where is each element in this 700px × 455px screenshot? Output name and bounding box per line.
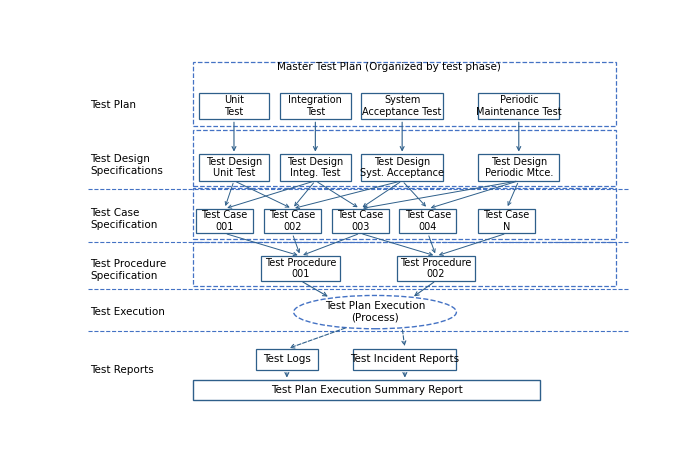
Text: Test Case
003: Test Case 003 [337,210,383,232]
FancyBboxPatch shape [400,209,456,233]
Text: Test Case
001: Test Case 001 [202,210,248,232]
Text: Test Plan Execution Summary Report: Test Plan Execution Summary Report [271,385,463,395]
Text: Integration
Test: Integration Test [288,96,342,117]
FancyBboxPatch shape [361,93,443,119]
Text: Unit
Test: Unit Test [224,96,244,117]
Text: Test Incident Reports: Test Incident Reports [350,354,459,364]
FancyBboxPatch shape [332,209,389,233]
Text: Test Execution: Test Execution [90,307,165,317]
Text: System
Acceptance Test: System Acceptance Test [363,96,442,117]
Bar [193,130,617,186]
FancyBboxPatch shape [280,154,351,181]
FancyBboxPatch shape [199,154,270,181]
Text: Test Case
N: Test Case N [484,210,530,232]
Text: Test Procedure
Specification: Test Procedure Specification [90,259,167,281]
Text: Test Case
Specification: Test Case Specification [90,208,158,230]
Text: Test Case
004: Test Case 004 [405,210,451,232]
FancyBboxPatch shape [354,349,456,370]
FancyBboxPatch shape [361,154,443,181]
Text: Master Test Plan (Organized by test phase): Master Test Plan (Organized by test phas… [276,62,500,72]
FancyBboxPatch shape [264,209,321,233]
FancyBboxPatch shape [478,93,559,119]
FancyBboxPatch shape [397,256,475,281]
Text: Test Design
Unit Test: Test Design Unit Test [206,157,262,178]
Text: Test Reports: Test Reports [90,365,154,375]
FancyBboxPatch shape [478,209,535,233]
Text: Test Case
002: Test Case 002 [270,210,316,232]
FancyBboxPatch shape [261,256,340,281]
Bar [193,188,617,238]
FancyBboxPatch shape [478,154,559,181]
Text: Test Design
Specifications: Test Design Specifications [90,154,163,176]
Text: Test Procedure
002: Test Procedure 002 [400,258,472,279]
Text: Test Design
Periodic Mtce.: Test Design Periodic Mtce. [484,157,553,178]
Bar [193,61,617,126]
Text: Test Plan: Test Plan [90,101,136,111]
FancyBboxPatch shape [193,380,540,399]
FancyBboxPatch shape [256,349,318,370]
FancyBboxPatch shape [199,93,270,119]
Ellipse shape [294,295,456,329]
Text: Test Logs: Test Logs [263,354,311,364]
Bar [193,242,617,286]
Text: Test Procedure
001: Test Procedure 001 [265,258,336,279]
Text: Test Design
Integ. Test: Test Design Integ. Test [287,157,344,178]
FancyBboxPatch shape [280,93,351,119]
Text: Test Plan Execution
(Process): Test Plan Execution (Process) [325,301,425,323]
Text: Test Design
Syst. Acceptance: Test Design Syst. Acceptance [360,157,444,178]
FancyBboxPatch shape [196,209,253,233]
Text: Periodic
Maintenance Test: Periodic Maintenance Test [476,96,561,117]
